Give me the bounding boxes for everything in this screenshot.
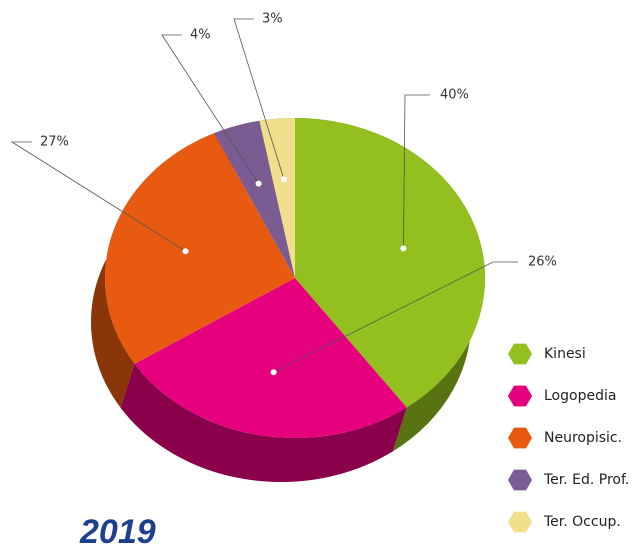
leader-dot	[280, 176, 287, 183]
slice	[214, 120, 295, 278]
value-label: 26%	[528, 255, 557, 270]
leader-dot	[270, 369, 277, 376]
leader-dot	[182, 248, 189, 255]
slice	[105, 133, 295, 364]
value-label: 27%	[40, 135, 69, 150]
chart-title: 2019	[79, 513, 156, 551]
value-label: 4%	[190, 28, 211, 43]
slice-side-shade	[120, 363, 407, 482]
leader-line	[161, 34, 259, 184]
leader-dot	[400, 245, 407, 252]
legend-swatch	[508, 343, 532, 365]
slice	[134, 278, 407, 439]
leader-line	[273, 261, 518, 373]
legend-swatch	[508, 511, 532, 533]
legend-label: Kinesi	[544, 346, 586, 362]
slice	[295, 118, 486, 408]
legend-swatch	[508, 427, 532, 449]
leader-dot	[255, 180, 262, 187]
slice	[259, 118, 295, 278]
legend-label: Ter. Occup.	[543, 514, 621, 530]
legend-label: Neuropisic.	[544, 430, 622, 446]
value-label: 3%	[262, 12, 283, 27]
legend-swatch	[508, 385, 532, 407]
legend-label: Ter. Ed. Prof.	[543, 472, 629, 488]
value-label: 40%	[440, 88, 469, 103]
legend-label: Logopedia	[544, 388, 616, 404]
leader-line	[403, 94, 430, 249]
leader-line	[10, 141, 186, 252]
leader-line	[233, 18, 285, 180]
slice-side	[120, 363, 407, 482]
legend-swatch	[508, 469, 532, 491]
